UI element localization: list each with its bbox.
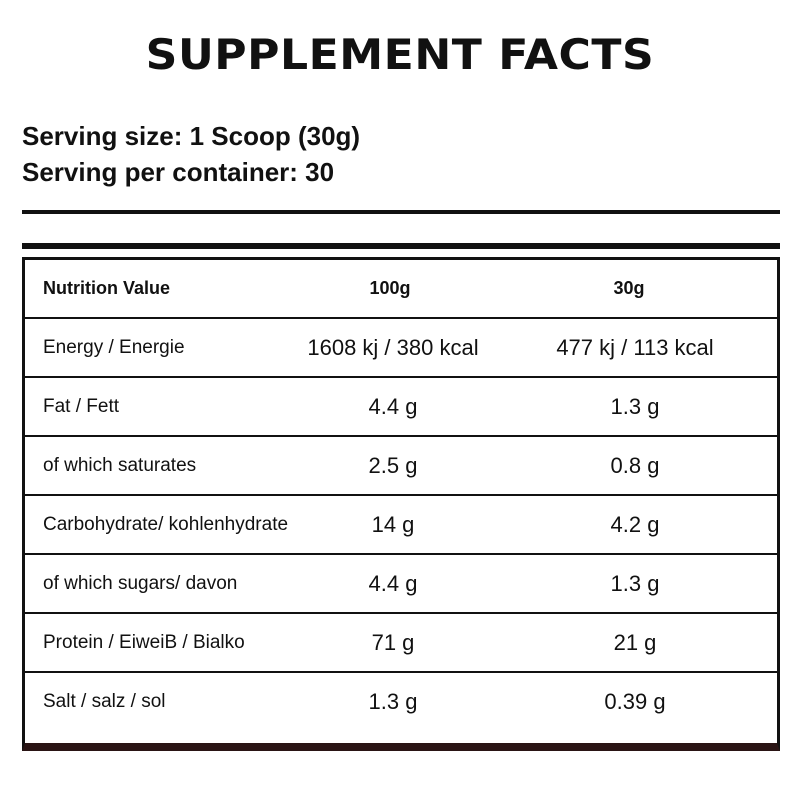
row-value-30g: 1.3 g <box>610 571 660 596</box>
row-value-30g: 477 kj / 113 kcal <box>556 335 714 360</box>
table-row: Carbohydrate/ kohlenhydrate 14 g 4.2 g <box>25 496 777 555</box>
divider-thick <box>22 243 780 249</box>
row-value-30g: 4.2 g <box>610 512 660 537</box>
row-value-30g: 0.39 g <box>604 689 666 714</box>
row-label: of which saturates <box>43 455 197 476</box>
row-value-30g: 21 g <box>613 630 657 655</box>
row-value-30g: 1.3 g <box>610 394 660 419</box>
servings-per-container: Serving per container: 30 <box>22 157 335 187</box>
row-label: of which sugars/ davon <box>43 573 238 594</box>
header-per-30g: 30g <box>613 278 645 298</box>
row-value-100g: 1.3 g <box>368 689 418 714</box>
table-row: of which sugars/ davon 4.4 g 1.3 g <box>25 555 777 614</box>
row-label: Energy / Energie <box>43 337 185 358</box>
table-header-row: Nutrition Value 100g 30g <box>25 260 777 319</box>
row-label: Carbohydrate/ kohlenhydrate <box>43 514 289 535</box>
row-value-100g: 4.4 g <box>368 394 418 419</box>
row-value-100g: 14 g <box>371 512 415 537</box>
row-value-100g: 4.4 g <box>368 571 418 596</box>
row-value-30g: 0.8 g <box>610 453 660 478</box>
page-title: SUPPLEMENT FACTS <box>145 30 655 79</box>
row-label: Fat / Fett <box>43 396 120 417</box>
row-value-100g: 1608 kj / 380 kcal <box>307 335 479 360</box>
serving-size: Serving size: 1 Scoop (30g) <box>22 121 361 151</box>
table-row: Protein / EiweiB / Bialko 71 g 21 g <box>25 614 777 673</box>
header-per-100g: 100g <box>369 278 411 298</box>
table-row: Fat / Fett 4.4 g 1.3 g <box>25 378 777 437</box>
nutrition-table: Nutrition Value 100g 30g Energy / Energi… <box>22 257 780 751</box>
row-label: Protein / EiweiB / Bialko <box>43 632 245 653</box>
row-label: Salt / salz / sol <box>43 691 166 712</box>
header-nutrition-value: Nutrition Value <box>43 278 171 298</box>
divider-thin <box>22 210 780 214</box>
table-row: Energy / Energie 1608 kj / 380 kcal 477 … <box>25 319 777 378</box>
row-value-100g: 71 g <box>371 630 415 655</box>
table-row: of which saturates 2.5 g 0.8 g <box>25 437 777 496</box>
table-row: Salt / salz / sol 1.3 g 0.39 g <box>25 673 777 732</box>
row-value-100g: 2.5 g <box>368 453 418 478</box>
